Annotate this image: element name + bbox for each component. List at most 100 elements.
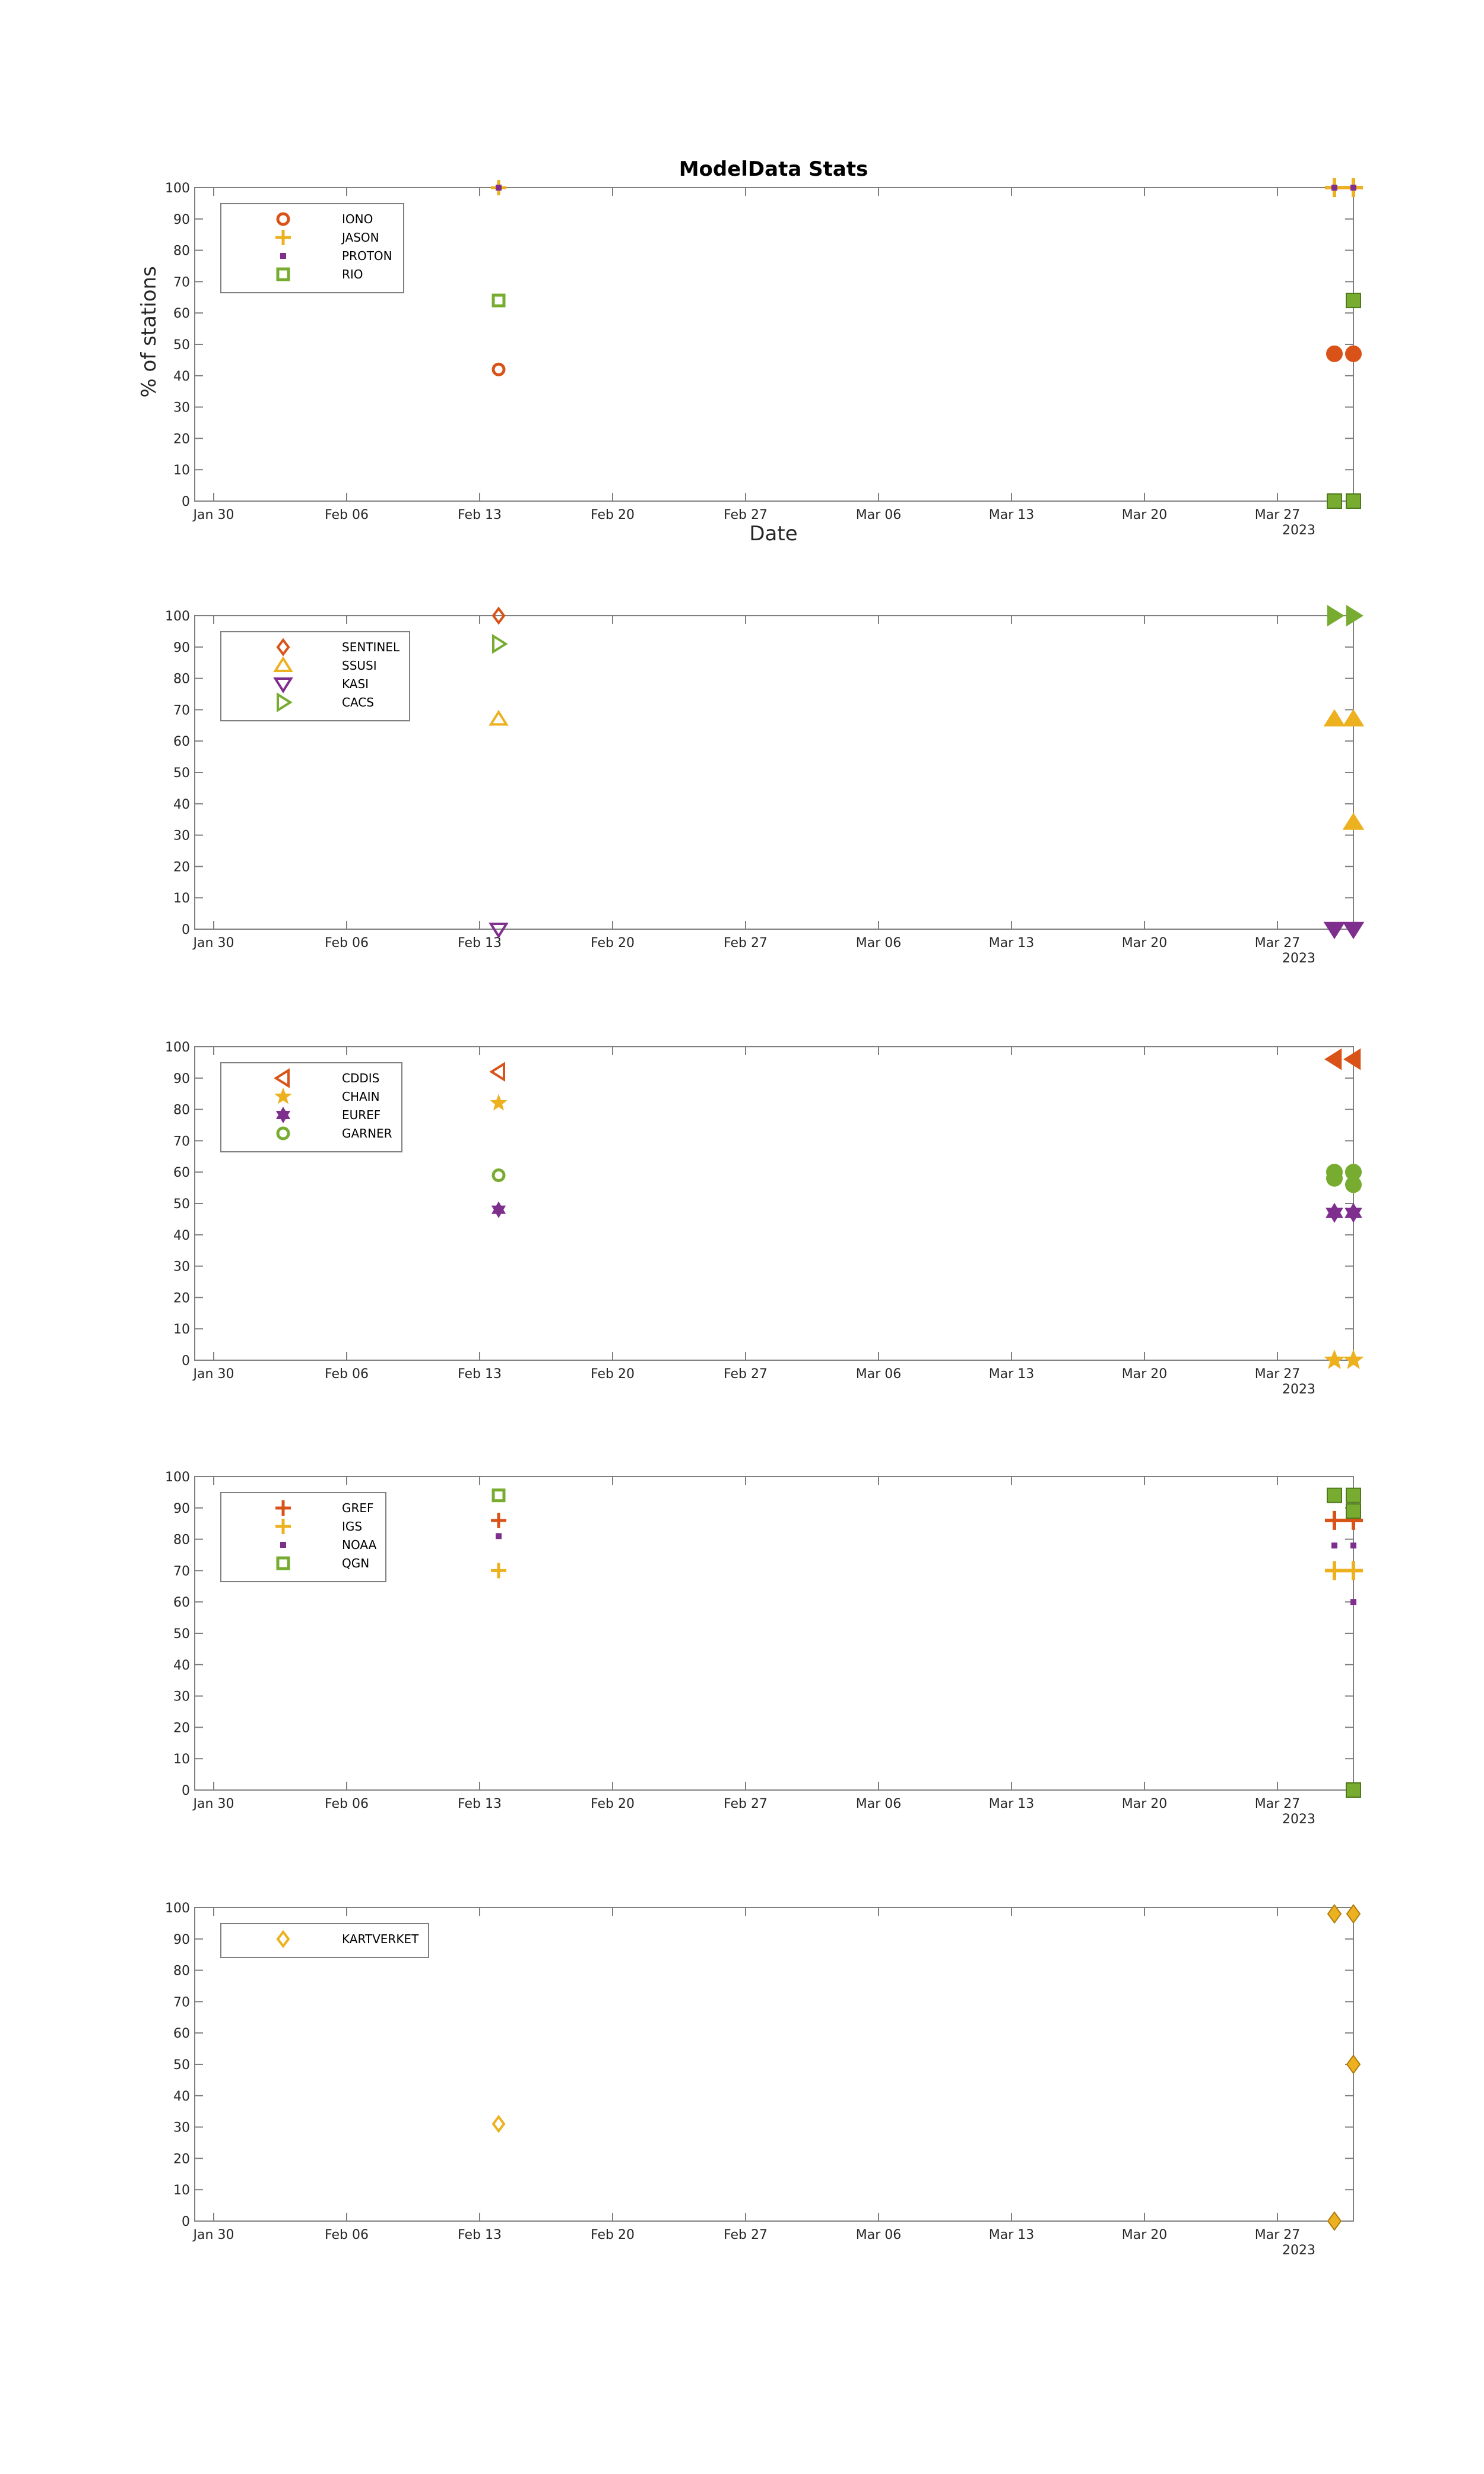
data-point-qgn	[1346, 1503, 1361, 1519]
y-tick-label: 30	[173, 1260, 190, 1275]
legend-box	[220, 1062, 402, 1152]
data-point-chain	[1343, 1349, 1364, 1369]
legend: GREF IGS NOAA QGN	[220, 1492, 386, 1582]
chart-panel-2: 0 10 20 30 40 50 60 70 80 90 100 Jan 30 Feb 06 Feb 13…	[165, 604, 1365, 966]
data-point-gref	[491, 1512, 506, 1528]
legend-label: CACS	[342, 695, 374, 709]
data-point-gref	[1325, 1510, 1344, 1530]
plot-area	[194, 1907, 1354, 2222]
data-point-cddis	[1343, 1048, 1361, 1070]
x-tick-label: Feb 27	[724, 1367, 768, 1382]
data-point-chain	[490, 1094, 508, 1111]
y-tick-label: 0	[182, 1354, 190, 1369]
y-tick-label: 70	[173, 1995, 190, 2010]
data-point-noaa	[1350, 1599, 1356, 1605]
data-point-iono	[1345, 345, 1362, 362]
y-tick-label: 40	[173, 2089, 190, 2104]
data-point-proton	[1331, 185, 1337, 191]
legend: CDDIS CHAIN EUREF GARNER	[220, 1062, 402, 1152]
data-point-qgn	[1327, 1487, 1342, 1503]
legend-igs-icon	[275, 1519, 291, 1534]
x-tick-label: Feb 13	[458, 936, 502, 951]
x-year-label: 2023	[1282, 1382, 1315, 1397]
x-tick-label: Mar 27	[1255, 936, 1301, 951]
y-tick-label: 40	[173, 1228, 190, 1243]
data-point-kasi	[1342, 921, 1365, 939]
data-point-qgn	[492, 1488, 506, 1503]
x-tick-label: Mar 27	[1255, 1367, 1301, 1382]
legend-label: SENTINEL	[342, 640, 400, 654]
data-point-kartverket	[1327, 2211, 1342, 2231]
legend-kasi-icon	[273, 677, 293, 693]
data-point-chain	[1324, 1349, 1345, 1369]
data-point-cacs	[1327, 604, 1345, 627]
legend-label: GREF	[342, 1501, 374, 1515]
x-tick-label: Mar 27	[1255, 1797, 1301, 1811]
chart-panel-3: 0 10 20 30 40 50 60 70 80 90 100 Jan 30 Feb 06 Feb 13…	[165, 1040, 1364, 1397]
x-tick-label: Feb 27	[724, 1797, 768, 1811]
x-tick-label: Feb 06	[325, 1797, 369, 1811]
x-tick-label: Jan 30	[192, 2228, 234, 2242]
y-tick-label: 80	[173, 1533, 190, 1548]
data-point-ssusi	[1342, 812, 1365, 830]
legend-box	[220, 203, 404, 293]
legend-label: QGN	[342, 1556, 369, 1570]
chart-panel-5: 0 10 20 30 40 50 60 70 80 90 100 Jan 30 Feb 06 Feb 13…	[165, 1901, 1361, 2258]
x-tick-label: Feb 20	[591, 2228, 635, 2242]
legend-noaa-icon	[280, 1542, 286, 1548]
y-tick-label: 20	[173, 2152, 190, 2166]
y-tick-label: 100	[165, 1040, 190, 1055]
data-point-iono	[1326, 345, 1343, 362]
x-tick-label: Mar 13	[989, 2228, 1035, 2242]
legend-rio-icon	[276, 267, 290, 281]
legend: KARTVERKET	[220, 1923, 429, 1958]
data-point-euref	[1326, 1202, 1343, 1223]
legend-label: EUREF	[342, 1108, 380, 1122]
x-tick-label: Feb 13	[458, 1797, 502, 1811]
legend-label: CHAIN	[342, 1089, 380, 1104]
y-tick-label: 60	[173, 2026, 190, 2041]
figure-title: ModelData Stats	[679, 157, 868, 181]
x-tick-label: Mar 20	[1122, 936, 1168, 951]
x-year-label: 2023	[1282, 523, 1315, 538]
legend-label: JASON	[341, 230, 379, 245]
x-tick-label: Mar 20	[1122, 2228, 1168, 2242]
x-tick-label: Mar 06	[856, 1797, 902, 1811]
x-tick-label: Feb 20	[591, 508, 635, 522]
y-tick-label: 10	[173, 463, 190, 478]
y-tick-label: 50	[173, 338, 190, 353]
x-tick-label: Jan 30	[192, 508, 234, 522]
y-tick-label: 90	[173, 1501, 190, 1516]
y-tick-label: 30	[173, 2121, 190, 2136]
x-tick-label: Feb 06	[325, 2228, 369, 2242]
y-tick-label: 30	[173, 401, 190, 416]
y-tick-label: 0	[182, 923, 190, 937]
y-tick-label: 90	[173, 641, 190, 655]
x-tick-label: Mar 20	[1122, 1797, 1168, 1811]
legend-jason-icon	[275, 230, 291, 245]
legend-label: IONO	[342, 212, 373, 226]
legend-ssusi-icon	[273, 656, 293, 672]
x-year-label: 2023	[1282, 2243, 1315, 2258]
x-tick-label: Feb 20	[591, 936, 635, 951]
x-tick-label: Feb 06	[325, 508, 369, 522]
data-point-kasi	[489, 923, 509, 939]
data-point-cacs	[492, 633, 508, 654]
data-point-qgn	[1346, 1782, 1361, 1798]
y-tick-label: 20	[173, 860, 190, 875]
y-tick-label: 40	[173, 1658, 190, 1673]
legend-box	[220, 631, 410, 721]
x-tick-label: Feb 20	[591, 1797, 635, 1811]
x-tick-label: Mar 06	[856, 936, 902, 951]
y-tick-label: 100	[165, 609, 190, 624]
legend-garner-icon	[276, 1126, 290, 1141]
data-point-cacs	[1346, 604, 1363, 627]
data-point-garner	[1326, 1164, 1343, 1181]
data-point-igs	[491, 1563, 506, 1579]
x-tick-label: Feb 13	[458, 508, 502, 522]
legend: IONO JASON PROTON RIO	[220, 203, 404, 293]
y-tick-label: 80	[173, 672, 190, 687]
x-tick-label: Feb 20	[591, 1367, 635, 1382]
data-point-qgn	[1346, 1487, 1361, 1503]
x-tick-label: Jan 30	[192, 936, 234, 951]
